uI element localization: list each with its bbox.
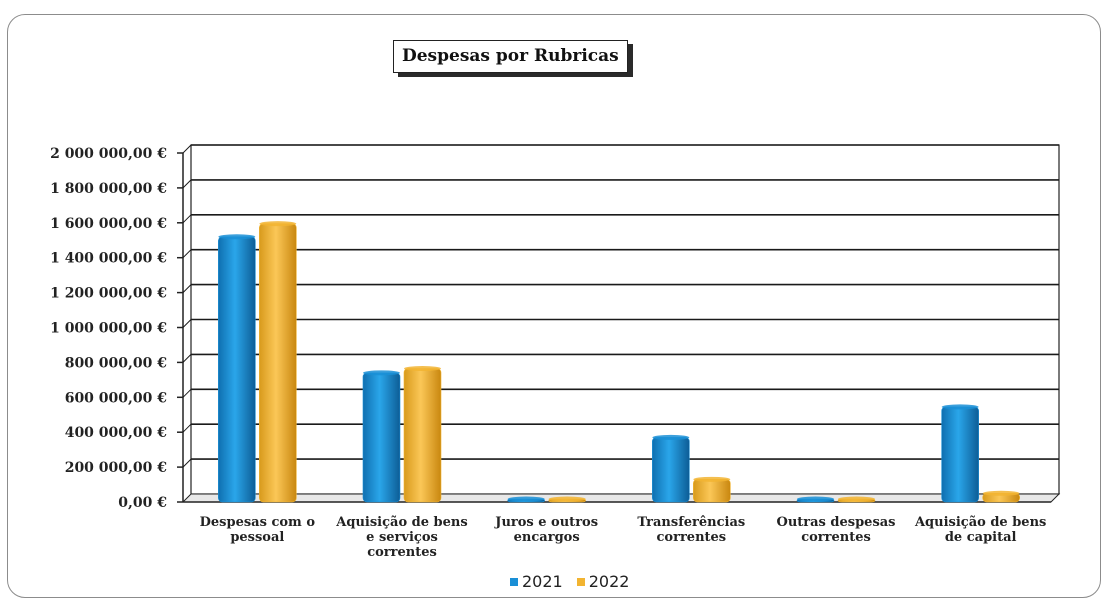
- legend-item-2021: 2021: [510, 572, 563, 591]
- bar-cap: [507, 496, 545, 502]
- bars: [218, 221, 1020, 503]
- y-tick-label: 400 000,00 €: [65, 425, 168, 441]
- bar-cap: [838, 496, 875, 502]
- bar-cap: [404, 366, 441, 372]
- bar-2022-0: [259, 223, 297, 503]
- x-tick-label: Despesas com o pessoal: [200, 515, 316, 545]
- y-tick-label: 1 200 000,00 €: [50, 286, 167, 302]
- legend-label-2021: 2021: [522, 572, 563, 591]
- bar-cap: [548, 496, 586, 502]
- legend: 2021 2022: [510, 572, 629, 591]
- y-tick-label: 1 800 000,00 €: [50, 181, 167, 197]
- bar-cap: [363, 370, 400, 376]
- bar-2021-3: [652, 437, 690, 503]
- bar-2021-0: [218, 236, 256, 503]
- y-tick-label: 2 000 000,00 €: [50, 146, 167, 162]
- bar-cap: [693, 476, 731, 482]
- y-tick-label: 800 000,00 €: [65, 355, 168, 371]
- bar-2022-3: [693, 479, 731, 503]
- x-axis: Despesas com o pessoal Aquisição de bens e …: [200, 515, 1047, 560]
- y-axis: 0,00 € 200 000,00 € 400 000,00 € 600 000,00…: [50, 146, 183, 511]
- bar-cap: [259, 221, 297, 227]
- legend-item-2022: 2022: [576, 572, 630, 591]
- bar-2021-5: [941, 406, 979, 503]
- bar-cap: [797, 496, 834, 502]
- bar-cap: [982, 490, 1020, 496]
- legend-label-2022: 2022: [588, 572, 630, 591]
- y-tick-label: 1 400 000,00 €: [50, 251, 167, 267]
- bar-2021-1: [362, 372, 401, 503]
- legend-swatch-2022: [576, 577, 585, 586]
- y-tick-label: 200 000,00 €: [65, 460, 168, 476]
- bar-cap: [218, 234, 256, 240]
- plot-area: [181, 144, 1061, 503]
- bar-2022-1: [403, 368, 442, 503]
- x-tick-label: Aquisição de bens e serviços correntes: [335, 515, 467, 560]
- x-tick-label: Aquisição de bens de capital: [914, 515, 1046, 545]
- x-tick-label: Juros e outros encargos: [494, 515, 598, 545]
- bar-cap: [652, 434, 690, 440]
- bar-cap: [941, 404, 979, 410]
- legend-swatch-2021: [510, 577, 518, 586]
- x-tick-label: Outras despesas correntes: [777, 515, 896, 545]
- y-tick-label: 600 000,00 €: [65, 390, 168, 406]
- y-tick-label: 0,00 €: [118, 495, 167, 511]
- y-tick-label: 1 600 000,00 €: [50, 216, 167, 232]
- x-tick-label: Transferências correntes: [637, 515, 745, 545]
- chart-title: Despesas por Rubricas: [393, 40, 628, 73]
- gridlines: [182, 144, 1059, 468]
- y-tick-label: 1 000 000,00 €: [50, 321, 167, 337]
